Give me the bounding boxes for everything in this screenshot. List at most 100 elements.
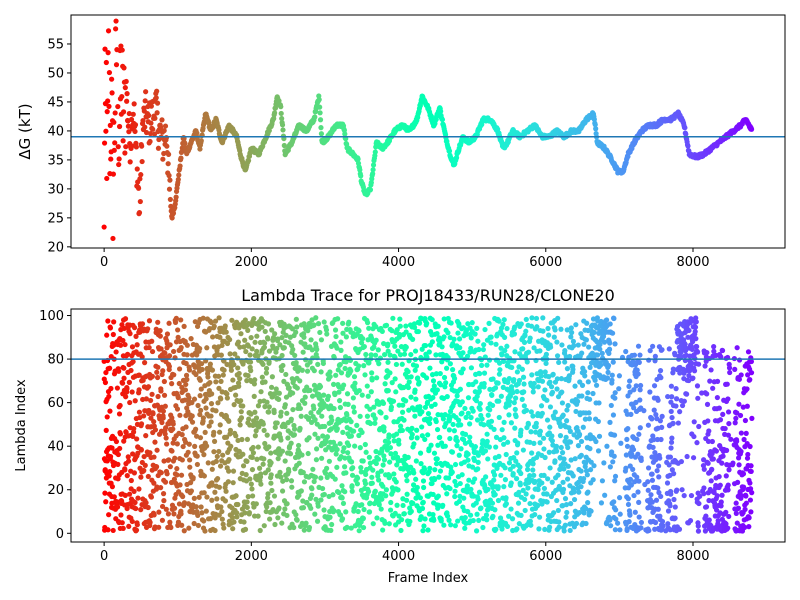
lambda-point — [510, 390, 516, 396]
lambda-point — [569, 329, 575, 336]
delta-g-point — [453, 155, 460, 161]
delta-g-point — [112, 140, 118, 146]
lambda-point — [512, 425, 518, 431]
lambda-point — [167, 464, 173, 470]
lambda-point — [590, 477, 596, 483]
lambda-point — [211, 429, 217, 435]
lambda-point — [560, 479, 566, 485]
lambda-point — [332, 327, 339, 333]
lambda-point — [565, 463, 571, 469]
delta-g-point — [177, 163, 183, 169]
lambda-point — [482, 326, 488, 333]
delta-g-point — [178, 155, 184, 161]
lambda-point — [559, 342, 565, 348]
lambda-point — [176, 366, 183, 372]
lambda-point — [632, 509, 638, 515]
lambda-point — [529, 315, 535, 321]
lambda-point — [162, 350, 168, 356]
lambda-point — [427, 465, 433, 471]
lambda-point — [252, 339, 258, 345]
lambda-point — [503, 501, 509, 507]
lambda-point — [462, 440, 469, 446]
lambda-point — [637, 387, 643, 393]
lambda-point — [485, 486, 491, 492]
lambda-point — [513, 395, 519, 401]
lambda-point — [573, 322, 579, 328]
lambda-point — [217, 334, 223, 340]
lambda-point — [530, 494, 536, 500]
lambda-point — [396, 441, 402, 447]
lambda-point — [103, 369, 109, 376]
delta-g-point — [317, 110, 323, 116]
lambda-point — [226, 468, 232, 474]
lambda-point — [521, 339, 528, 345]
lambda-point — [248, 411, 254, 417]
lambda-point — [129, 344, 136, 350]
lambda-point — [255, 353, 261, 359]
delta-g-point — [358, 173, 364, 179]
lambda-point — [420, 528, 426, 534]
lambda-point — [130, 433, 136, 440]
lambda-point — [201, 490, 207, 496]
delta-g-point — [166, 186, 173, 192]
lambda-point — [278, 409, 284, 415]
lambda-point — [570, 366, 576, 373]
delta-g-point — [167, 196, 173, 203]
lambda-point — [677, 370, 683, 376]
delta-g-point — [280, 127, 286, 133]
lambda-point — [420, 499, 426, 505]
delta-g-point — [130, 111, 136, 117]
lambda-point — [597, 341, 603, 348]
lambda-point — [298, 413, 304, 419]
lambda-point — [400, 502, 406, 509]
lambda-point — [244, 504, 250, 511]
delta-g-point — [121, 65, 127, 71]
lambda-point — [563, 514, 569, 520]
lambda-point — [222, 498, 229, 504]
lambda-point — [124, 473, 130, 479]
lambda-point — [211, 323, 217, 329]
delta-g-y-axis-label: ΔG (kT) — [16, 103, 34, 159]
lambda-point — [428, 442, 434, 448]
lambda-point — [312, 511, 318, 517]
delta-g-point — [113, 26, 119, 32]
lambda-point — [107, 408, 113, 414]
lambda-point — [154, 369, 160, 375]
lambda-point — [564, 366, 571, 372]
lambda-point — [149, 391, 155, 397]
lambda-point — [432, 401, 438, 407]
lambda-point — [396, 437, 402, 443]
lambda-point — [623, 348, 629, 355]
lambda-point — [164, 441, 170, 447]
lambda-point — [582, 373, 588, 379]
lambda-point — [610, 359, 616, 365]
lambda-point — [321, 507, 327, 513]
lambda-point — [447, 361, 453, 367]
lambda-point — [582, 416, 589, 422]
lambda-point — [336, 489, 342, 496]
delta-g-point — [317, 117, 324, 123]
lambda-point — [120, 525, 126, 532]
lambda-point — [542, 454, 548, 461]
lambda-point — [233, 493, 239, 499]
lambda-point — [395, 487, 401, 493]
lambda-point — [556, 359, 562, 366]
lambda-point — [306, 524, 313, 531]
delta-g-point — [194, 130, 200, 136]
lambda-point — [308, 337, 314, 343]
lambda-point — [497, 367, 503, 373]
lambda-point — [272, 331, 278, 337]
lambda-point — [651, 437, 657, 443]
lambda-point — [220, 452, 226, 458]
lambda-point — [184, 342, 190, 348]
lambda-point — [279, 352, 285, 359]
lambda-point — [249, 454, 255, 460]
lambda-point — [142, 462, 148, 468]
lambda-point — [460, 366, 466, 372]
lambda-point — [521, 381, 527, 387]
lambda-point — [653, 497, 660, 503]
lambda-point — [674, 487, 680, 493]
lambda-point — [315, 321, 322, 327]
lambda-point — [150, 411, 156, 417]
lambda-point — [111, 319, 117, 325]
